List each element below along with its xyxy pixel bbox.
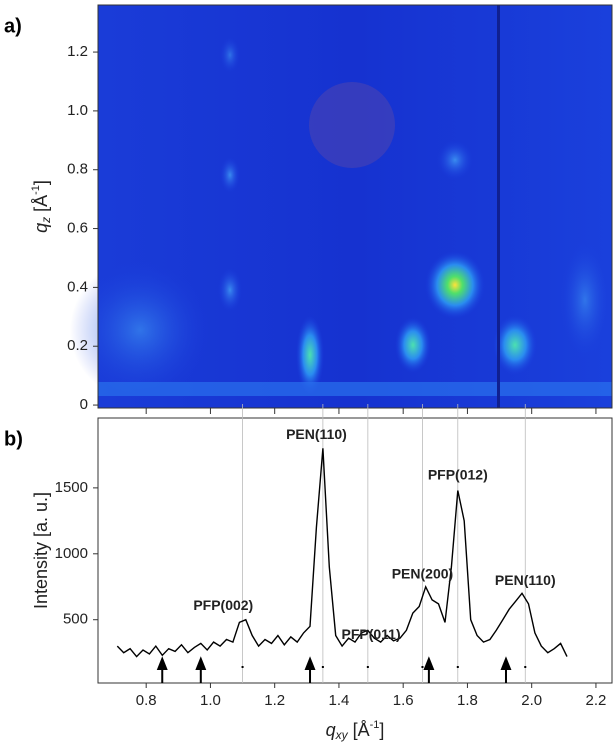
label-unit: [Å (31, 195, 51, 217)
label-sup: -1 (30, 185, 42, 195)
arrow (423, 656, 435, 683)
label-close: ] (379, 720, 384, 740)
label-sub: xy (335, 728, 349, 742)
label-unit: [Å (348, 720, 370, 740)
x-tick-label: 1.6 (393, 692, 414, 709)
peak-label: PEN(110) (286, 426, 347, 442)
dot (456, 666, 459, 668)
x-tick-label: 1.4 (329, 692, 350, 709)
detector-image (70, 4, 613, 409)
x-tick-label: 0.8 (136, 692, 157, 709)
dot (241, 666, 244, 668)
peak-label: PFP(002) (193, 597, 253, 613)
y-tick-label: 500 (63, 611, 88, 628)
x-tick-label: 2.2 (586, 692, 607, 709)
arrow (195, 656, 207, 683)
dot (366, 666, 369, 668)
y-tick-label: 0.6 (67, 220, 88, 237)
arrow (304, 656, 316, 683)
y-tick-label: 1500 (55, 479, 88, 496)
y-tick-label: 0.2 (67, 337, 88, 354)
x-tick-label: 1.8 (457, 692, 478, 709)
y-axis-label: Intensity [a. u.] (31, 492, 51, 609)
arrow (156, 656, 168, 683)
x-tick-label: 2.0 (521, 692, 542, 709)
peak-label: PFP(012) (428, 467, 488, 483)
plot-frame (97, 417, 613, 684)
y-tick-label: 1.2 (67, 43, 88, 60)
x-axis-label: qxy [Å-1] (326, 719, 385, 742)
peak-label: PEN(200) (392, 566, 453, 582)
label-close: ] (31, 180, 51, 185)
peak-label: PFP(011) (341, 626, 400, 642)
label-base: q (326, 720, 336, 740)
y-tick-label: 1.0 (67, 102, 88, 119)
arrow (500, 656, 512, 683)
x-tick-label: 1.2 (264, 692, 285, 709)
y-tick-label: 0.8 (67, 161, 88, 178)
peak-label: PEN(110) (495, 572, 556, 588)
dot (321, 666, 324, 668)
y-axis-label: qz [Å-1] (30, 180, 53, 233)
panel-label: b) (4, 428, 23, 450)
label-sub: z (39, 217, 53, 224)
y-tick-label: 0.4 (67, 278, 88, 295)
y-tick-label: 1000 (55, 545, 88, 562)
panel-label: a) (4, 15, 22, 37)
dot (421, 666, 424, 668)
dot (524, 666, 527, 668)
y-tick-label: 0 (80, 396, 88, 413)
label-sup: -1 (370, 719, 380, 731)
intensity-line (116, 448, 568, 658)
label-base: q (31, 223, 51, 233)
x-tick-label: 1.0 (200, 692, 221, 709)
